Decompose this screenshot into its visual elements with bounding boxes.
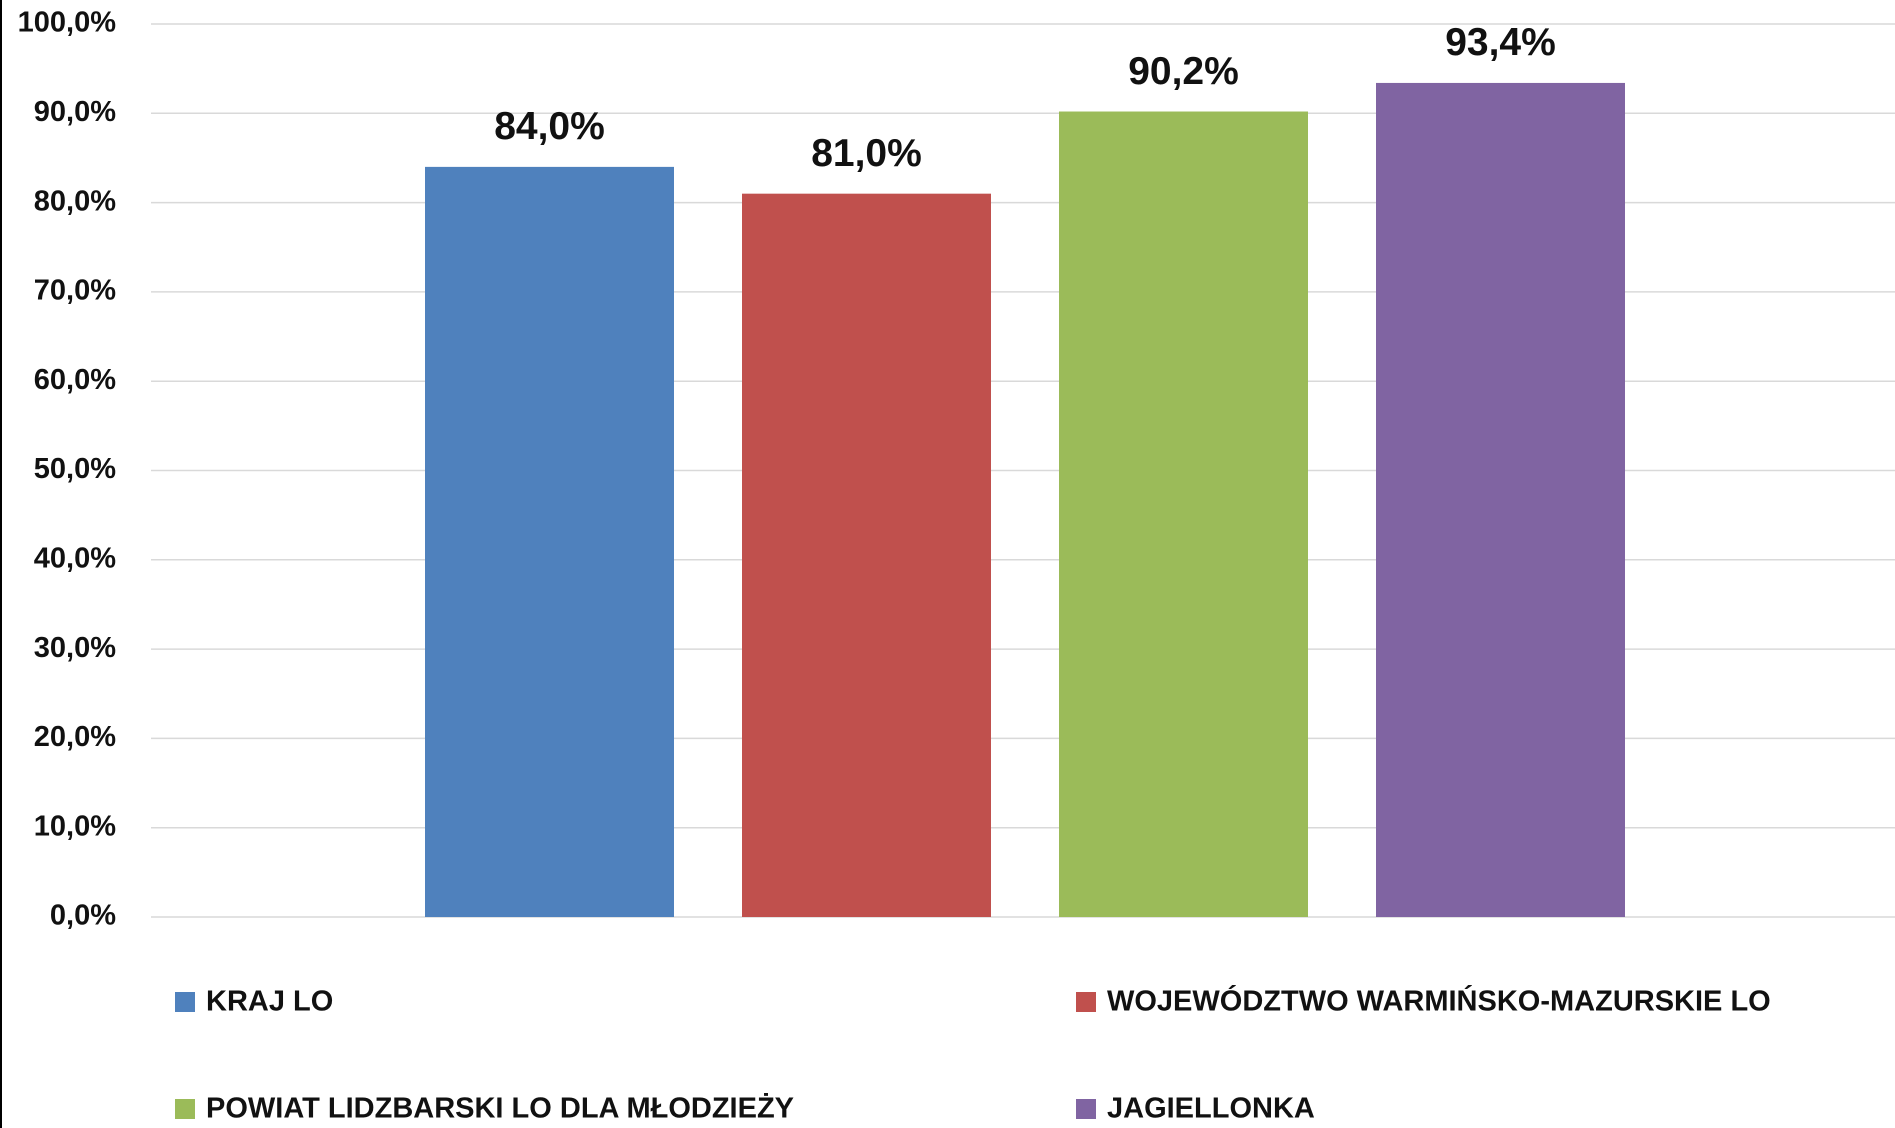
legend-swatch [175, 1099, 195, 1119]
y-tick-label: 20,0% [34, 721, 116, 753]
value-label: 81,0% [811, 132, 922, 175]
y-tick-label: 80,0% [34, 185, 116, 217]
value-label: 90,2% [1128, 50, 1239, 93]
y-tick-label: 50,0% [34, 453, 116, 485]
y-tick-label: 100,0% [18, 7, 117, 39]
legend-swatch [175, 992, 195, 1012]
y-tick-label: 60,0% [34, 364, 116, 396]
value-label: 93,4% [1445, 21, 1556, 64]
bar [1376, 82, 1625, 918]
legend-label: WOJEWÓDZTWO WARMIŃSKO-MAZURSKIE LO [1107, 984, 1771, 1018]
legend-label: POWIAT LIDZBARSKI LO DLA MŁODZIEŻY [206, 1093, 794, 1125]
y-tick-label: 70,0% [34, 275, 116, 307]
y-tick-label: 40,0% [34, 542, 116, 574]
bar [1059, 111, 1308, 918]
legend-swatch [1076, 1099, 1096, 1119]
legend-swatch [1076, 992, 1096, 1012]
legend-label: KRAJ LO [206, 986, 333, 1018]
y-tick-label: 30,0% [34, 632, 116, 664]
value-label: 84,0% [494, 105, 605, 148]
bar [425, 166, 674, 917]
y-tick-label: 90,0% [34, 96, 116, 128]
y-tick-label: 0,0% [50, 900, 116, 932]
y-tick-label: 10,0% [34, 810, 116, 842]
bar [742, 193, 991, 918]
legend-label: JAGIELLONKA [1107, 1093, 1315, 1125]
